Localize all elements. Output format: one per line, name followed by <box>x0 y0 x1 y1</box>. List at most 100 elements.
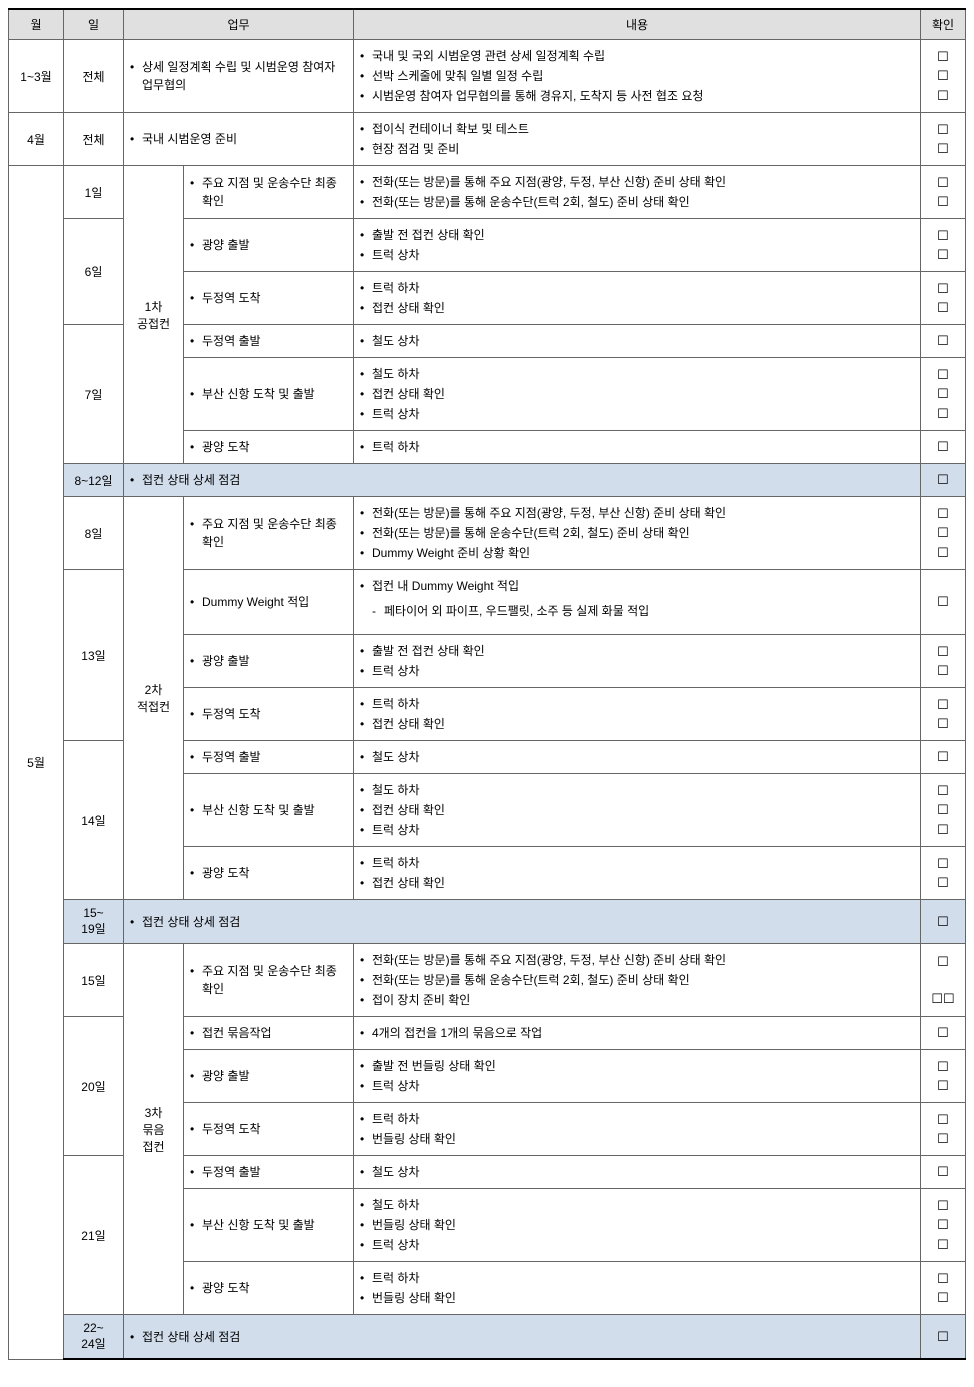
task-cell: 주요 지점 및 운송수단 최종 확인 <box>184 166 354 219</box>
checkbox[interactable]: ☐ <box>937 592 949 612</box>
bullet-item: 선박 스케줄에 맞춰 일별 일정 수립 <box>372 66 912 86</box>
checkbox[interactable]: ☐ <box>937 1196 949 1216</box>
bullet-item: 접컨 상태 확인 <box>372 714 912 734</box>
content-cell: 국내 및 국외 시범운영 관련 상세 일정계획 수립선박 스케줄에 맞춰 일별 … <box>354 40 921 113</box>
task-cell: 두정역 출발 <box>184 741 354 774</box>
bullet-item: 주요 지점 및 운송수단 최종 확인 <box>202 173 345 211</box>
checkbox[interactable]: ☐ <box>937 1076 949 1096</box>
checkbox[interactable]: ☐ <box>943 989 955 1009</box>
checkbox[interactable]: ☐ <box>937 1057 949 1077</box>
checkbox[interactable]: ☐ <box>937 661 949 681</box>
checkbox[interactable]: ☐ <box>937 245 949 265</box>
checkbox[interactable]: ☐ <box>937 1269 949 1289</box>
checkbox[interactable]: ☐ <box>937 714 949 734</box>
checkbox[interactable]: ☐ <box>937 781 949 801</box>
bullet-item: 광양 출발 <box>202 651 345 671</box>
checkbox[interactable]: ☐ <box>937 331 949 351</box>
checkbox[interactable]: ☐ <box>937 192 949 212</box>
checkbox[interactable]: ☐ <box>937 952 949 972</box>
bullet-item: 4개의 접컨을 1개의 묶음으로 작업 <box>372 1023 912 1043</box>
bullet-item: 출발 전 번들링 상태 확인 <box>372 1056 912 1076</box>
bullet-item: 접컨 상태 확인 <box>372 800 912 820</box>
bullet-item: 전화(또는 방문)를 통해 운송수단(트럭 2회, 철도) 준비 상태 확인 <box>372 192 912 212</box>
check-cell: ☐☐ <box>921 688 966 741</box>
checkbox[interactable]: ☐ <box>937 120 949 140</box>
bullet-item: 철도 하차 <box>372 1195 912 1215</box>
bullet-item: 광양 도착 <box>202 863 345 883</box>
checkbox[interactable]: ☐ <box>937 139 949 159</box>
checkbox[interactable]: ☐ <box>937 1288 949 1308</box>
checkbox[interactable]: ☐ <box>937 912 949 932</box>
content-cell: 전화(또는 방문)를 통해 주요 지점(광양, 두정, 부산 신항) 준비 상태… <box>354 497 921 570</box>
bullet-item: 주요 지점 및 운송수단 최종 확인 <box>202 514 345 552</box>
table-row: 15~19일접컨 상태 상세 점검☐ <box>9 900 966 944</box>
checkbox[interactable]: ☐ <box>937 1162 949 1182</box>
check-cell: ☐☐ <box>921 1103 966 1156</box>
checkbox[interactable]: ☐ <box>937 1327 949 1347</box>
checkbox[interactable]: ☐ <box>937 1129 949 1149</box>
checkbox[interactable]: ☐ <box>937 820 949 840</box>
content-cell: 트럭 하차접컨 상태 확인 <box>354 688 921 741</box>
check-cell: ☐ <box>921 570 966 635</box>
checkbox[interactable]: ☐ <box>937 47 949 67</box>
day-cell: 전체 <box>64 113 124 166</box>
checkbox[interactable]: ☐ <box>931 989 943 1009</box>
task-cell: 두정역 출발 <box>184 1156 354 1189</box>
checkbox[interactable]: ☐ <box>937 384 949 404</box>
checkbox[interactable]: ☐ <box>937 365 949 385</box>
bullet-item: 접컨 상태 확인 <box>372 384 912 404</box>
bullet-item: 트럭 하차 <box>372 437 912 457</box>
checkbox[interactable]: ☐ <box>937 854 949 874</box>
check-cell: ☐ <box>921 741 966 774</box>
bullet-item: 철도 하차 <box>372 364 912 384</box>
schedule-table: 월 일 업무 내용 확인 1~3월전체상세 일정계획 수립 및 시범운영 참여자… <box>8 8 966 1360</box>
bullet-item: 번들링 상태 확인 <box>372 1129 912 1149</box>
table-row: 5월1일1차공접컨주요 지점 및 운송수단 최종 확인전화(또는 방문)를 통해… <box>9 166 966 219</box>
checkbox[interactable]: ☐ <box>937 173 949 193</box>
checkbox[interactable]: ☐ <box>937 1235 949 1255</box>
bullet-item: 상세 일정계획 수립 및 시범운영 참여자 업무협의 <box>142 57 345 95</box>
checkbox[interactable]: ☐ <box>937 642 949 662</box>
checkbox[interactable]: ☐ <box>937 695 949 715</box>
checkbox[interactable]: ☐ <box>937 404 949 424</box>
check-cell: ☐☐ <box>921 272 966 325</box>
checkbox[interactable]: ☐ <box>937 226 949 246</box>
task-cell: 국내 시범운영 준비 <box>124 113 354 166</box>
content-cell: 출발 전 접컨 상태 확인트럭 상차 <box>354 635 921 688</box>
checkbox[interactable]: ☐ <box>937 747 949 767</box>
task-cell: 접컨 묶음작업 <box>184 1017 354 1050</box>
checkbox[interactable]: ☐ <box>937 543 949 563</box>
checkbox[interactable]: ☐ <box>937 470 949 490</box>
check-cell: ☐☐☐ <box>921 1189 966 1262</box>
task-cell: 광양 출발 <box>184 219 354 272</box>
day-cell: 22~24일 <box>64 1315 124 1360</box>
bullet-item: 철도 상차 <box>372 1162 912 1182</box>
checkbox[interactable]: ☐ <box>937 523 949 543</box>
content-cell: 출발 전 번들링 상태 확인트럭 상차 <box>354 1050 921 1103</box>
task-cell: 주요 지점 및 운송수단 최종 확인 <box>184 944 354 1017</box>
bullet-item: 두정역 출발 <box>202 331 345 351</box>
phase-cell: 2차적접컨 <box>124 497 184 900</box>
checkbox[interactable]: ☐ <box>937 86 949 106</box>
task-cell: Dummy Weight 적입 <box>184 570 354 635</box>
checkbox[interactable]: ☐ <box>937 1023 949 1043</box>
content-cell: 철도 상차 <box>354 741 921 774</box>
bullet-item: 접컨 상태 상세 점검 <box>142 912 912 932</box>
checkbox[interactable]: ☐ <box>937 1110 949 1130</box>
checkbox[interactable]: ☐ <box>937 279 949 299</box>
bullet-item: Dummy Weight 준비 상황 확인 <box>372 543 912 563</box>
checkbox[interactable]: ☐ <box>937 66 949 86</box>
checkbox[interactable]: ☐ <box>937 504 949 524</box>
checkbox[interactable]: ☐ <box>937 1215 949 1235</box>
checkbox[interactable]: ☐ <box>937 437 949 457</box>
bullet-item: 광양 출발 <box>202 1066 345 1086</box>
checkbox[interactable]: ☐ <box>937 873 949 893</box>
bullet-item: 철도 하차 <box>372 780 912 800</box>
check-cell: ☐☐☐ <box>921 358 966 431</box>
checkbox[interactable]: ☐ <box>937 800 949 820</box>
bullet-item: 접이식 컨테이너 확보 및 테스트 <box>372 119 912 139</box>
task-cell: 상세 일정계획 수립 및 시범운영 참여자 업무협의 <box>124 40 354 113</box>
content-cell: 철도 하차접컨 상태 확인트럭 상차 <box>354 358 921 431</box>
checkbox[interactable]: ☐ <box>937 298 949 318</box>
check-cell: ☐☐ <box>921 166 966 219</box>
